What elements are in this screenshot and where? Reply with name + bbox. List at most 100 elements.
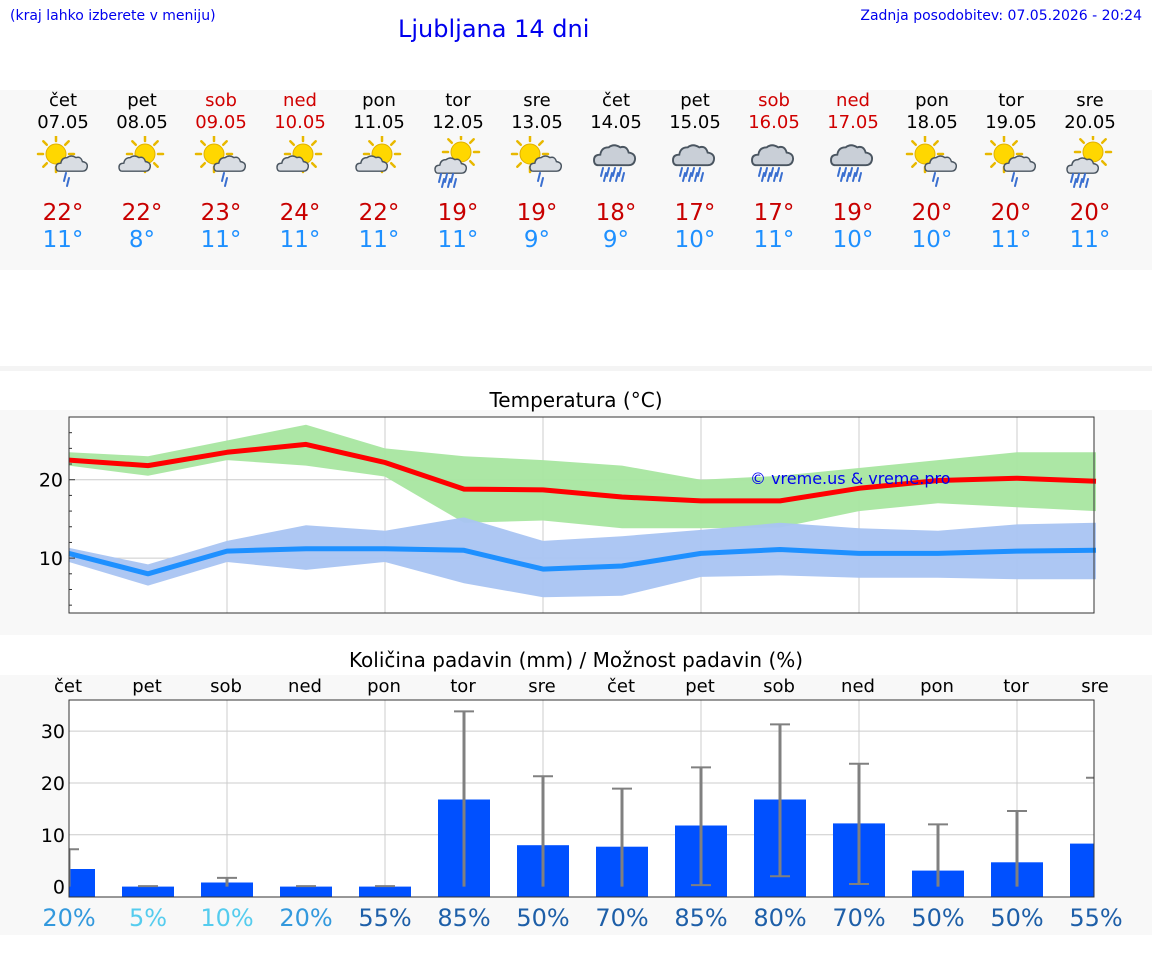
day-forecast: čet 07.05 22° 11° [23,90,103,253]
min-temperature: 10° [911,227,953,253]
precipitation-probability: 20% [42,904,96,932]
sun-shape [1073,136,1113,172]
day-name: pet [680,90,710,111]
precipitation-bar [359,886,411,897]
max-temperature: 17° [753,200,795,226]
sun-cloud-rain-icon [971,136,1051,190]
precipitation-probability: 55% [1069,904,1123,932]
y-tick-label: 0 [53,877,65,899]
cloud-heavy-rain-icon [734,136,814,190]
max-temperature: 19° [832,200,874,226]
day-forecast: pon 11.05 22° 11° [339,90,419,253]
day-date: 11.05 [353,112,405,133]
cloud-shape [1003,155,1037,172]
plot-area [69,700,1094,897]
day-forecast: pon 18.05 20° 10° [892,90,972,253]
bars-group [69,710,1094,897]
cloud-shape [924,155,958,172]
sun-cloud-rain-icon [892,136,972,190]
cloud-shape [751,144,795,167]
rain-drops [537,172,544,187]
rain-drops [837,167,862,182]
day-date: 08.05 [116,112,168,133]
x-tick-label: sre [528,676,555,697]
x-tick-label: čet [607,676,635,697]
rain-drops [600,167,625,182]
x-tick-label: čet [54,676,82,697]
precipitation-chart: čet pet sob ned pon tor sre čet pet sob ned pon tor s… [41,676,1109,899]
x-tick-label: tor [450,676,476,697]
rain-drops [438,173,457,188]
day-name: pet [127,90,157,111]
watermark-text: © vreme.us & vreme.pro [750,469,951,488]
cloud-heavy-rain-icon [655,136,735,190]
rain-drops [63,172,70,187]
sun-cloud-rain-icon [181,136,261,190]
temperature-chart-title: Temperatura (°C) [489,388,663,412]
cloud-shape [55,155,89,172]
day-name: pon [915,90,949,111]
plot-frame [68,416,1095,614]
max-temperature: 20° [1069,200,1111,226]
day-date: 12.05 [432,112,484,133]
rain-drops [221,172,228,187]
day-date: 07.05 [37,112,89,133]
max-temperature: 20° [990,200,1032,226]
sun-shape [194,136,234,174]
precipitation-probability: 20% [279,904,333,932]
x-tick-label: tor [1003,676,1029,697]
day-forecast: tor 19.05 20° 11° [971,90,1051,253]
sun-cloud-heavy-rain-icon [1050,136,1130,190]
precipitation-probability: 85% [674,904,728,932]
day-date: 10.05 [274,112,326,133]
cloud-shape [434,157,468,174]
day-date: 13.05 [511,112,563,133]
day-forecast: sob 09.05 23° 11° [181,90,261,253]
location-hint-link[interactable]: (kraj lahko izberete v meniju) [10,8,216,24]
max-temperature: 22° [42,200,84,226]
min-temperature: 8° [128,227,156,253]
precipitation-bar [69,869,95,897]
min-temperature: 11° [42,227,84,253]
min-temperature: 11° [358,227,400,253]
max-temperature: 24° [279,200,321,226]
cloud-shape [276,155,310,172]
precipitation-bar [201,882,253,897]
precipitation-probability: 55% [358,904,412,932]
y-tick-label: 20 [39,470,63,492]
sun-cloud-icon [260,136,340,190]
x-tick-label: sob [763,676,795,697]
min-temperature: 9° [523,227,551,253]
y-tick-label: 10 [39,548,63,570]
max-temperature: 19° [516,200,558,226]
min-temperature: 11° [437,227,479,253]
plot-frame [68,699,1095,898]
precipitation-probability: 50% [516,904,570,932]
day-name: tor [445,90,471,111]
day-date: 20.05 [1064,112,1116,133]
min-temperature-range-band [69,517,1096,598]
x-tick-label: pon [367,676,401,697]
y-tick-label: 10 [41,825,65,847]
rain-drops [932,172,939,187]
day-date: 18.05 [906,112,958,133]
day-name: sob [758,90,790,111]
day-name: ned [283,90,317,111]
x-tick-label: sre [1081,676,1108,697]
cloud-shape [1066,157,1100,174]
day-name: sob [205,90,237,111]
min-temperature: 11° [1069,227,1111,253]
day-date: 17.05 [827,112,879,133]
x-tick-label: sob [210,676,242,697]
max-temperature: 22° [358,200,400,226]
min-temperature: 11° [200,227,242,253]
sun-cloud-rain-icon [23,136,103,190]
cloud-heavy-rain-icon [576,136,656,190]
day-date: 16.05 [748,112,800,133]
precipitation-bar [280,886,332,897]
day-date: 09.05 [195,112,247,133]
cloud-shape [118,155,152,172]
day-forecast: sob 16.05 17° 11° [734,90,814,253]
cloud-shape [529,155,563,172]
sun-shape [905,136,945,174]
